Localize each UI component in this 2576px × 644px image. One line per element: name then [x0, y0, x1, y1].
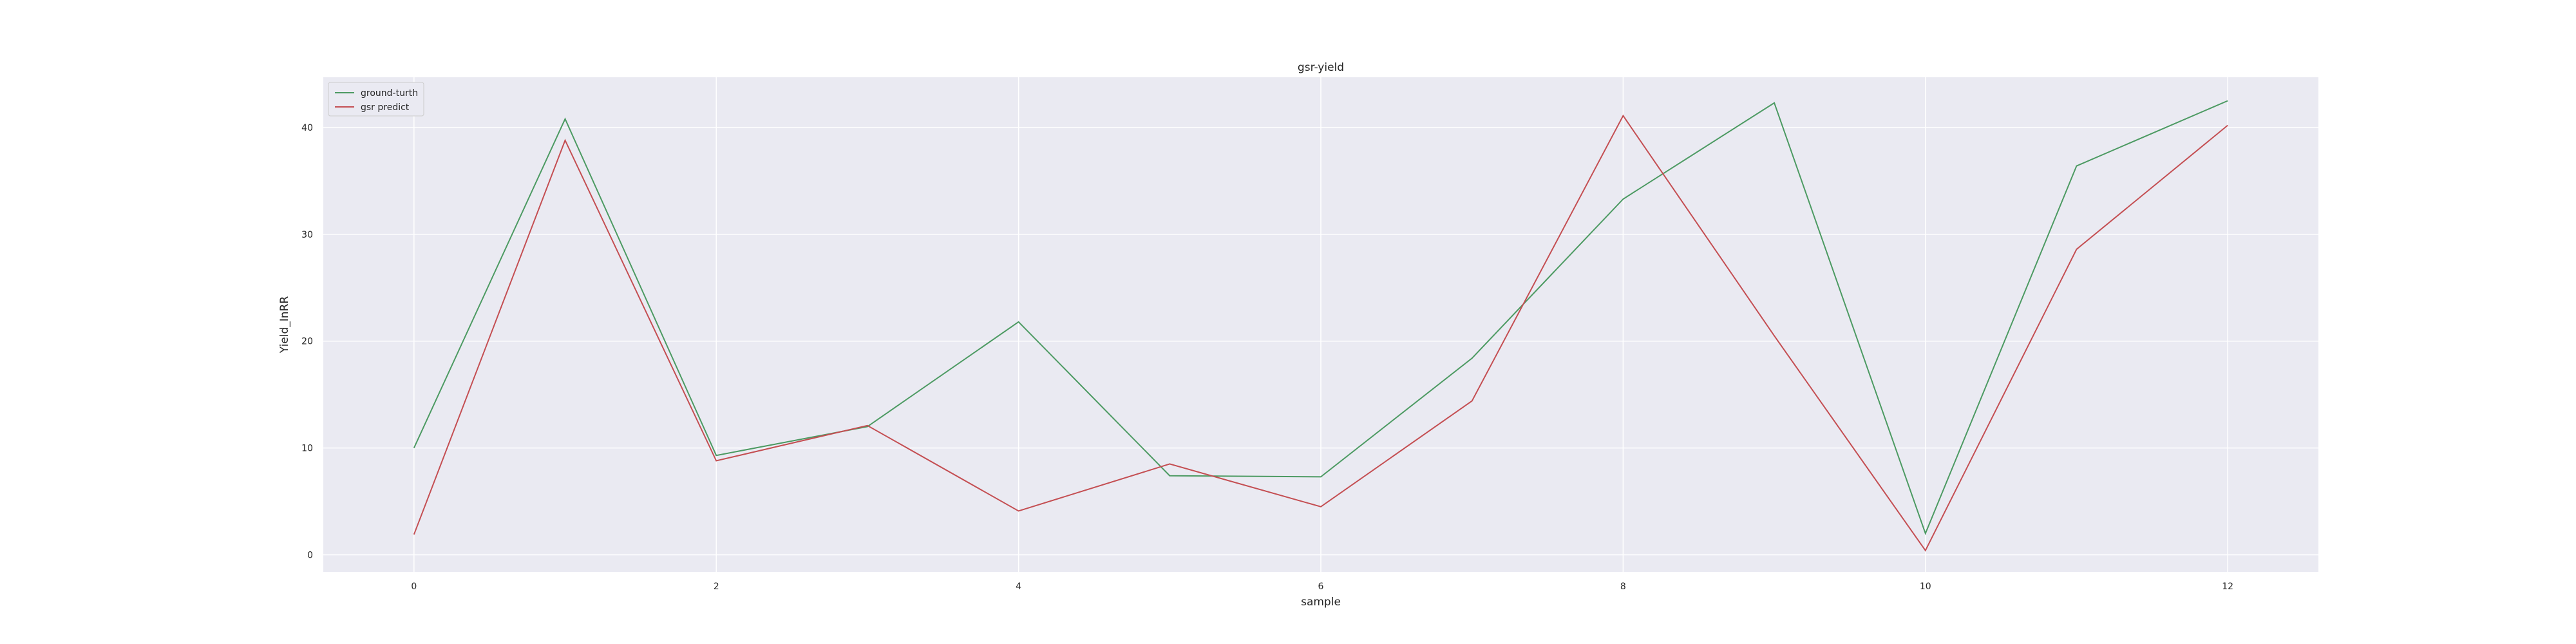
legend: ground-turth gsr predict	[328, 82, 424, 117]
series-line-0	[413, 100, 2228, 536]
x-tick-label: 12	[2222, 582, 2233, 592]
legend-label-ground-truth: ground-turth	[361, 88, 418, 99]
x-tick-label: 10	[1920, 582, 1931, 592]
x-tick-label: 6	[1318, 582, 1324, 592]
y-tick-label: 30	[301, 230, 313, 240]
x-tick-label: 2	[714, 582, 719, 592]
tick-labels: 0 2 4 6 8 10 12 0 10 20 30 40	[301, 123, 2233, 592]
y-axis-label: Yield_InRR	[278, 296, 291, 354]
y-tick-label: 20	[301, 337, 313, 347]
x-tick-label: 4	[1016, 582, 1021, 592]
series-layer	[413, 100, 2228, 552]
grid	[323, 77, 2318, 572]
series-line-1	[413, 114, 2228, 552]
x-axis-label: sample	[1301, 596, 1341, 609]
y-tick-label: 10	[301, 444, 313, 454]
chart-title: gsr-yield	[1298, 61, 1344, 74]
y-tick-label: 40	[301, 123, 313, 133]
x-tick-label: 0	[411, 582, 417, 592]
x-tick-label: 8	[1620, 582, 1626, 592]
legend-label-gsr-predict: gsr predict	[361, 102, 410, 113]
y-tick-label: 0	[307, 550, 313, 560]
